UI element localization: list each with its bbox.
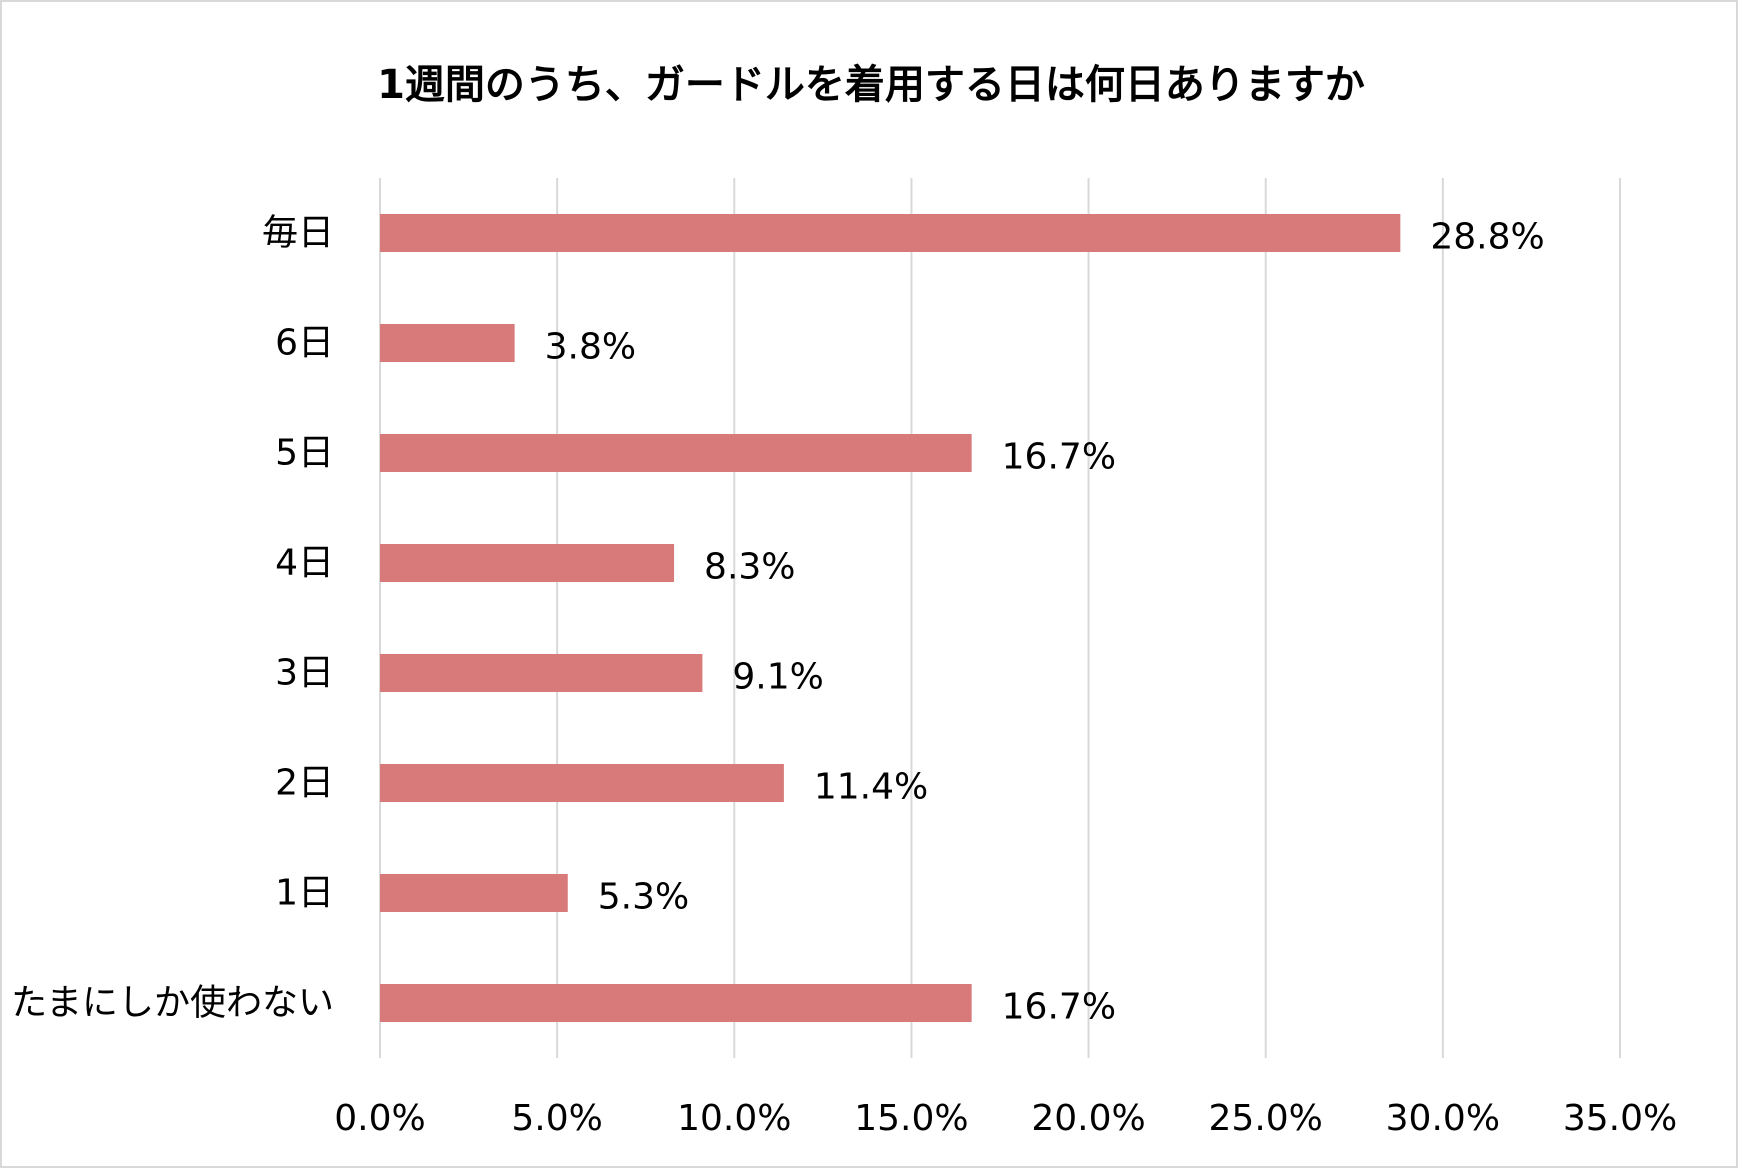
x-tick-label: 35.0%: [1563, 1098, 1677, 1139]
grid-lines: [379, 178, 1621, 1058]
chart-title: 1週間のうち、ガードルを着用する日は何日ありますか: [377, 62, 1365, 108]
bar-7: [380, 984, 972, 1022]
bar-5: [380, 764, 784, 802]
category-label: たまにしか使わない: [11, 983, 334, 1024]
data-label: 3.8%: [545, 327, 636, 368]
data-label: 8.3%: [704, 547, 795, 588]
x-tick-label: 20.0%: [1031, 1098, 1145, 1139]
x-tick-label: 30.0%: [1386, 1098, 1500, 1139]
data-label: 16.7%: [1002, 437, 1116, 478]
bar-1: [380, 324, 515, 362]
x-tick-label: 5.0%: [511, 1098, 602, 1139]
data-label: 11.4%: [814, 767, 928, 808]
category-label: 毎日: [262, 213, 334, 254]
x-axis-tick-labels: 0.0% 5.0% 10.0% 15.0% 20.0% 25.0% 30.0% 35.0%: [334, 1098, 1677, 1139]
data-label: 16.7%: [1002, 987, 1116, 1028]
bar-0: [380, 214, 1401, 252]
category-label: 1日: [275, 873, 334, 914]
data-label: 5.3%: [598, 877, 689, 918]
data-label: 28.8%: [1430, 217, 1544, 258]
x-tick-label: 15.0%: [854, 1098, 968, 1139]
bar-6: [380, 874, 568, 912]
category-label: 3日: [275, 653, 334, 694]
category-label: 5日: [275, 433, 334, 474]
data-labels: 28.8% 3.8% 16.7% 8.3% 9.1% 11.4% 5.3% 16.7%: [545, 217, 1545, 1028]
bars: [380, 214, 1401, 1022]
category-label: 2日: [275, 763, 334, 804]
bar-4: [380, 654, 703, 692]
x-tick-label: 0.0%: [334, 1098, 425, 1139]
bar-2: [380, 434, 972, 472]
x-tick-label: 25.0%: [1209, 1098, 1323, 1139]
bar-3: [380, 544, 675, 582]
category-label: 4日: [275, 543, 334, 584]
x-tick-label: 10.0%: [677, 1098, 791, 1139]
data-label: 9.1%: [732, 657, 823, 698]
category-label: 6日: [275, 323, 334, 364]
